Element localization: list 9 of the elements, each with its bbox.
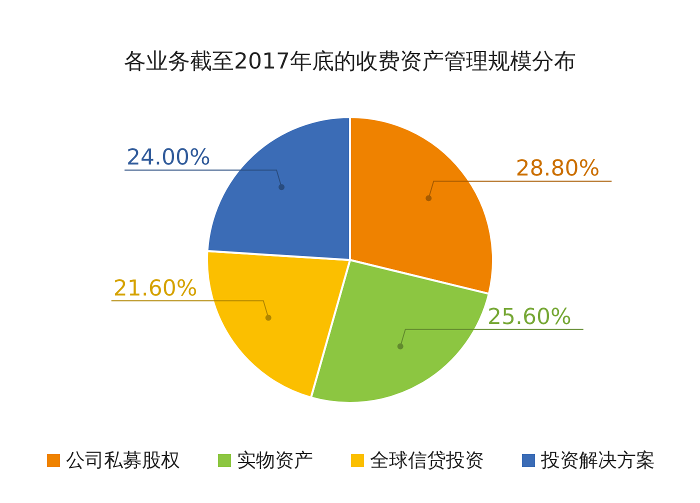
legend-label: 投资解决方案 [540,450,655,472]
legend-label: 实物资产 [237,450,313,472]
chart-title: 各业务截至2017年底的收费资产管理规模分布 [124,50,576,74]
legend-label: 全球信贷投资 [370,450,484,472]
data-label: 24.00% [126,146,210,171]
data-label: 28.80% [516,156,600,182]
data-label: 25.60% [487,304,572,330]
data-label: 21.60% [113,276,198,302]
legend-label: 公司私募股权 [66,450,180,472]
